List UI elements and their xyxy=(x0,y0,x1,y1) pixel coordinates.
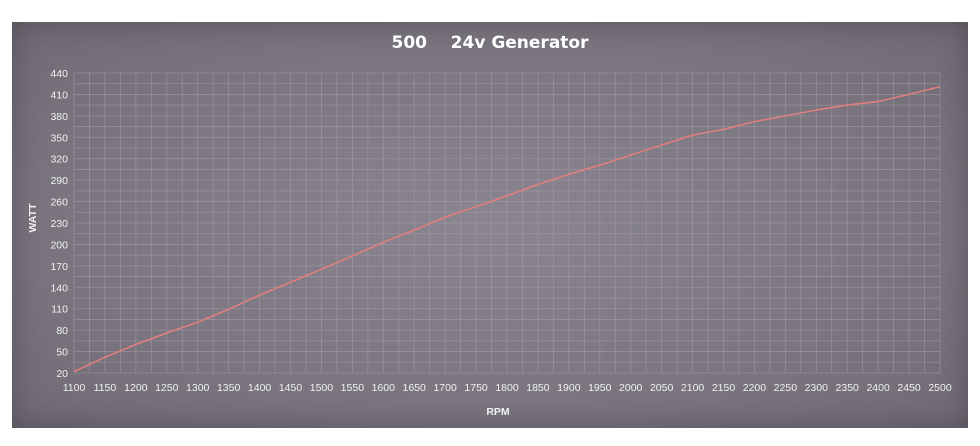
chart-title: 500 24v Generator xyxy=(392,33,590,53)
x-tick-label: 2000 xyxy=(619,382,643,394)
x-tick-label: 2350 xyxy=(836,382,860,394)
x-axis-ticks: 1100 1150 1200 1250 1300 1350 1400 1450 1500 1550… xyxy=(63,382,952,394)
x-tick-label: 1850 xyxy=(526,382,550,394)
x-tick-label: 2400 xyxy=(866,382,890,394)
x-tick-label: 2100 xyxy=(681,382,705,394)
x-tick-label: 1300 xyxy=(186,382,210,394)
x-tick-label: 2050 xyxy=(650,382,674,394)
x-tick-label: 1350 xyxy=(217,382,241,394)
y-tick-label: 440 xyxy=(50,68,68,80)
y-tick-label: 170 xyxy=(50,261,68,273)
y-tick-label: 50 xyxy=(56,347,68,359)
y-tick-label: 350 xyxy=(50,132,68,144)
x-tick-label: 2150 xyxy=(712,382,736,394)
x-axis-label: RPM xyxy=(486,406,510,418)
x-tick-label: 1650 xyxy=(403,382,427,394)
y-tick-label: 110 xyxy=(51,304,68,316)
x-tick-label: 1950 xyxy=(588,382,612,394)
x-tick-label: 1600 xyxy=(372,382,396,394)
y-tick-label: 20 xyxy=(56,368,68,380)
y-tick-label: 230 xyxy=(50,218,68,230)
x-tick-label: 1900 xyxy=(557,382,581,394)
y-tick-label: 290 xyxy=(50,175,68,187)
y-tick-label: 410 xyxy=(50,89,68,101)
x-tick-label: 1500 xyxy=(310,382,334,394)
y-tick-label: 380 xyxy=(50,111,68,123)
x-tick-label: 1800 xyxy=(495,382,519,394)
x-tick-label: 1100 xyxy=(63,382,86,394)
x-tick-label: 2500 xyxy=(928,382,952,394)
y-axis-label: WATT xyxy=(27,203,39,233)
chart-panel: 500 24v Generator 20 50 80 110 140 170 200 230 2… xyxy=(12,22,968,428)
x-tick-label: 2450 xyxy=(897,382,921,394)
y-tick-label: 320 xyxy=(50,154,68,166)
x-tick-label: 1700 xyxy=(433,382,457,394)
x-tick-label: 2250 xyxy=(774,382,798,394)
gridlines xyxy=(73,72,941,374)
x-tick-label: 1450 xyxy=(279,382,303,394)
x-tick-label: 2300 xyxy=(805,382,829,394)
x-tick-label: 2200 xyxy=(743,382,767,394)
x-tick-label: 1400 xyxy=(248,382,272,394)
series-layer xyxy=(73,85,941,373)
x-tick-label: 1200 xyxy=(124,382,148,394)
line-chart: 500 24v Generator 2050801101401702002302… xyxy=(27,33,952,418)
x-tick-label: 1550 xyxy=(341,382,365,394)
y-axis-ticks: 20 50 80 110 140 170 200 230 260 290 320 350 380 410 4… xyxy=(50,68,68,380)
y-tick-label: 140 xyxy=(50,282,68,294)
y-tick-label: 200 xyxy=(50,239,68,251)
y-tick-label: 260 xyxy=(50,197,68,209)
x-tick-label: 1150 xyxy=(94,382,117,394)
x-tick-label: 1750 xyxy=(464,382,488,394)
y-tick-label: 80 xyxy=(56,325,68,337)
series-line xyxy=(73,85,941,373)
x-tick-label: 1250 xyxy=(155,382,179,394)
